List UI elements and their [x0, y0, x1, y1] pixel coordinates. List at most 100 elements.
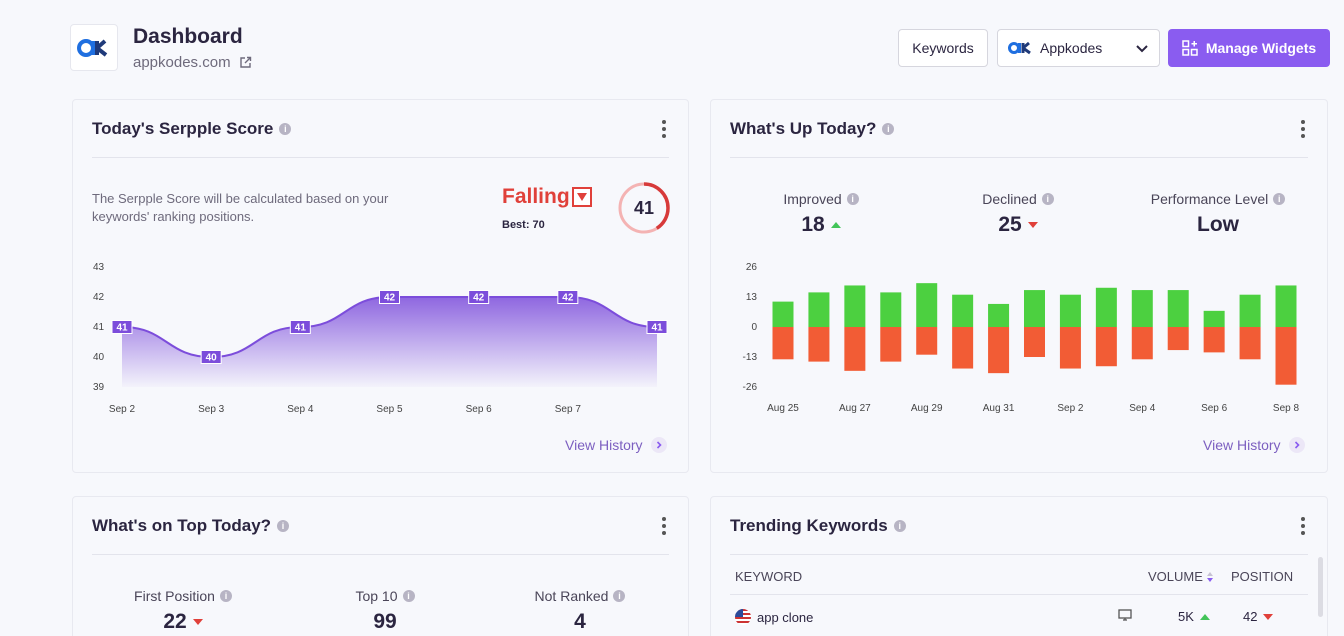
- performance-label: Performance Level: [1150, 191, 1269, 207]
- y-tick-label: 41: [93, 322, 105, 333]
- improved-declined-chart: 26 13 0 -13 -26 Aug 25 Aug 27 Aug 29 Aug 31 Sep 2…: [743, 262, 1300, 414]
- keyword-cell: app clone: [735, 609, 813, 625]
- trend-down-icon: [1263, 613, 1274, 620]
- y-tick-label: 40: [93, 352, 105, 363]
- info-icon[interactable]: i: [613, 590, 626, 602]
- score-description: The Serpple Score will be calculated bas…: [92, 191, 389, 224]
- data-point-label[interactable]: 42: [379, 290, 400, 304]
- trend-down-icon: [1027, 222, 1038, 228]
- sort-icon[interactable]: [1206, 571, 1214, 583]
- more-options-icon[interactable]: [662, 120, 666, 138]
- declined-bar[interactable]: [1275, 327, 1297, 385]
- improved-bar[interactable]: [1131, 290, 1153, 327]
- declined-bar[interactable]: [916, 327, 938, 355]
- manage-widgets-button[interactable]: Manage Widgets: [1168, 29, 1330, 67]
- app-select[interactable]: Appkodes: [997, 29, 1160, 67]
- declined-bar[interactable]: [952, 327, 974, 369]
- improved-bar[interactable]: [1059, 294, 1081, 327]
- info-icon[interactable]: i: [1273, 193, 1286, 205]
- info-icon[interactable]: i: [846, 193, 859, 205]
- site-link[interactable]: appkodes.com: [133, 54, 252, 71]
- divider: [730, 554, 1308, 555]
- info-icon[interactable]: i: [893, 520, 906, 532]
- info-icon[interactable]: i: [402, 590, 415, 602]
- improved-bar[interactable]: [880, 292, 902, 327]
- improved-bar[interactable]: [1095, 287, 1117, 327]
- data-point-label[interactable]: 42: [468, 290, 490, 304]
- declined-bar[interactable]: [880, 327, 902, 362]
- table-row[interactable]: app clone 5K 42: [730, 601, 1308, 631]
- declined-bar[interactable]: [1167, 327, 1189, 351]
- chevron-right-icon: [1288, 437, 1305, 453]
- svg-text:42: 42: [473, 293, 485, 304]
- improved-bar[interactable]: [772, 301, 794, 327]
- card-title: Today's Serpple Score i: [92, 119, 292, 139]
- declined-bar[interactable]: [988, 327, 1010, 374]
- more-options-icon[interactable]: [662, 517, 666, 535]
- info-icon[interactable]: i: [277, 520, 290, 532]
- app-select-value: Appkodes: [1040, 40, 1103, 56]
- declined-bar[interactable]: [1059, 327, 1081, 369]
- card-title: Trending Keywords i: [730, 516, 906, 536]
- improved-bar[interactable]: [1203, 310, 1225, 327]
- improved-bar[interactable]: [808, 292, 830, 327]
- manage-widgets-label: Manage Widgets: [1205, 40, 1317, 56]
- data-point-label[interactable]: 42: [557, 290, 579, 304]
- improved-bar[interactable]: [1024, 290, 1045, 327]
- view-history-label: View History: [565, 437, 643, 453]
- y-tick-label: -13: [743, 352, 758, 363]
- improved-bar[interactable]: [988, 303, 1010, 327]
- declined-label: Declined: [982, 191, 1037, 207]
- improved-bar[interactable]: [916, 283, 938, 327]
- whats-on-top-title: What's on Top Today?: [92, 516, 272, 535]
- top-10-label: Top 10: [355, 588, 398, 604]
- improved-bar[interactable]: [1275, 285, 1297, 327]
- trend-up-icon: [830, 222, 841, 228]
- declined-bar[interactable]: [772, 327, 794, 360]
- not-ranked-stat: Not Ranked i 4: [520, 588, 640, 634]
- declined-bar[interactable]: [1095, 327, 1117, 367]
- improved-bar[interactable]: [1167, 290, 1189, 327]
- improved-bar[interactable]: [952, 294, 974, 327]
- data-point-label[interactable]: 40: [200, 350, 222, 364]
- data-point-label[interactable]: 41: [289, 320, 311, 334]
- declined-bar[interactable]: [1131, 327, 1153, 360]
- info-icon[interactable]: i: [219, 590, 232, 602]
- trend-up-icon: [1199, 613, 1210, 620]
- keywords-button[interactable]: Keywords: [898, 29, 988, 67]
- card-title: What's on Top Today? i: [92, 516, 290, 536]
- more-options-icon[interactable]: [1301, 517, 1305, 535]
- info-icon[interactable]: i: [882, 123, 895, 135]
- top-10-stat: Top 10 i 99: [325, 588, 445, 634]
- declined-bar[interactable]: [1203, 327, 1225, 353]
- data-point-label[interactable]: 41: [111, 320, 133, 334]
- view-history-link[interactable]: View History: [565, 437, 667, 453]
- x-tick-label: Aug 25: [767, 403, 799, 414]
- trend-down-icon: [192, 619, 203, 625]
- declined-bar[interactable]: [1024, 327, 1045, 357]
- x-tick-label: Sep 4: [287, 404, 314, 415]
- improved-bar[interactable]: [844, 285, 866, 327]
- declined-bar[interactable]: [844, 327, 866, 371]
- external-link-icon[interactable]: [239, 56, 252, 69]
- volume-value: 5K: [1178, 609, 1194, 624]
- x-tick-label: Aug 29: [911, 403, 943, 414]
- top-10-value: 99: [373, 610, 397, 633]
- declined-value: 25: [998, 213, 1022, 236]
- x-tick-label: Aug 31: [983, 403, 1015, 414]
- view-history-link[interactable]: View History: [1203, 437, 1305, 453]
- data-point-label[interactable]: 41: [646, 320, 668, 334]
- info-icon[interactable]: i: [279, 123, 292, 135]
- improved-value: 18: [801, 213, 825, 236]
- improved-bar[interactable]: [1239, 294, 1261, 327]
- declined-bar[interactable]: [1239, 327, 1261, 360]
- column-volume[interactable]: VOLUME: [1148, 569, 1214, 584]
- scrollbar[interactable]: [1318, 557, 1323, 617]
- score-area-fill: [122, 297, 657, 387]
- serpple-score-chart: 39 40 41 42 43 41 40 41 42 42 42 41 Sep 2 Sep 3 Sep 4 S…: [93, 262, 668, 415]
- declined-bar[interactable]: [808, 327, 830, 362]
- x-tick-label: Sep 3: [198, 404, 225, 415]
- info-icon[interactable]: i: [1041, 193, 1054, 205]
- more-options-icon[interactable]: [1301, 120, 1305, 138]
- view-history-label: View History: [1203, 437, 1281, 453]
